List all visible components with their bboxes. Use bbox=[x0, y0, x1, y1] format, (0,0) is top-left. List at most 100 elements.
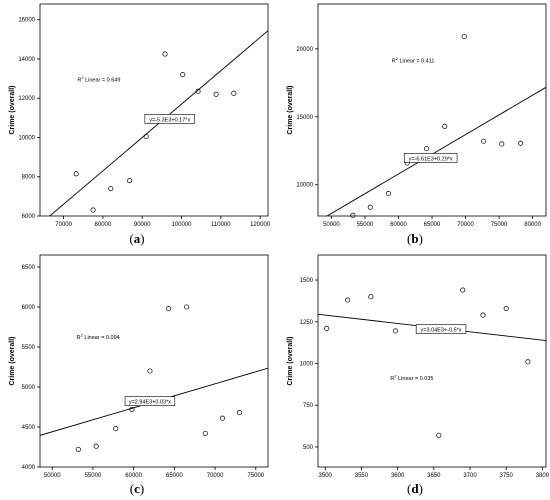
x-tick-label: 80000 bbox=[524, 222, 541, 228]
y-tick-label: 4000 bbox=[22, 465, 36, 471]
equation-text: y=-5.3E3+0.17*x bbox=[149, 117, 190, 123]
y-tick-label: 6000 bbox=[22, 214, 36, 220]
equation-text: y=2.94E3+0.03*x bbox=[129, 400, 171, 406]
r-squared-sup: 2 bbox=[394, 374, 397, 379]
plot-frame bbox=[317, 254, 547, 468]
r-squared-value: Linear = 0.035 bbox=[397, 376, 434, 382]
data-point bbox=[499, 141, 505, 147]
data-point bbox=[385, 191, 391, 197]
data-point bbox=[345, 297, 351, 303]
r-squared-value: Linear = 0.411 bbox=[398, 58, 434, 64]
plot-frame bbox=[317, 3, 547, 217]
r-squared-sup: 2 bbox=[81, 75, 84, 80]
panel-paren-close: ) bbox=[418, 481, 423, 496]
plot-frame bbox=[39, 3, 269, 217]
x-tick-label: 3800 bbox=[536, 473, 550, 479]
panel-paren-open: ( bbox=[129, 231, 134, 246]
data-point bbox=[180, 72, 186, 78]
x-tick-label: 110000 bbox=[211, 222, 231, 228]
data-point bbox=[147, 368, 153, 374]
data-point bbox=[481, 138, 487, 144]
y-tick-label: 12000 bbox=[18, 96, 35, 102]
r-squared-label: R2 Linear = 0.411 bbox=[392, 56, 435, 65]
scatter-chart-a: 6000 8000 10000 12000 14000 16000 70000 80000 90… bbox=[9, 3, 271, 228]
panel-paren-open: ( bbox=[407, 481, 412, 496]
data-point bbox=[219, 415, 225, 421]
r-squared-r: R bbox=[77, 78, 81, 84]
data-point bbox=[143, 133, 149, 140]
data-point bbox=[162, 51, 168, 57]
y-tick-label: 14000 bbox=[18, 57, 35, 63]
r-squared-value: Linear = 0.094 bbox=[83, 335, 120, 341]
data-point bbox=[75, 446, 81, 452]
y-axis-title: Crime (overall) bbox=[9, 336, 16, 385]
x-tick-label: 55000 bbox=[85, 473, 102, 479]
data-point bbox=[525, 359, 531, 365]
scatter-panel-b: 10000 15000 20000 50000 55000 60000 65000 70000… bbox=[282, 2, 548, 250]
data-point bbox=[368, 294, 374, 300]
panel-letter-bold: b bbox=[411, 231, 419, 246]
x-tick-label: 3650 bbox=[427, 473, 441, 479]
y-tick-label: 16000 bbox=[18, 18, 35, 24]
scatter-chart-c: 4000 4500 5000 5500 6000 6500 50000 55000 60000 6… bbox=[9, 254, 269, 479]
scatter-chart-b: 10000 15000 20000 50000 55000 60000 65000 70000… bbox=[287, 3, 547, 228]
scatter-panel-a: 6000 8000 10000 12000 14000 16000 70000 80000 90… bbox=[4, 2, 271, 250]
panel-paren-open: ( bbox=[407, 231, 412, 246]
equation-label: y=-6.61E3+0.29*x bbox=[403, 153, 458, 163]
r-squared-label: R2 Linear = 0.035 bbox=[390, 374, 433, 383]
data-point bbox=[90, 207, 96, 213]
x-tick-label: 80000 bbox=[95, 222, 112, 228]
data-point bbox=[436, 432, 442, 438]
y-axis-title: Crime (overall) bbox=[9, 85, 16, 134]
equation-label: y=-5.3E3+0.17*x bbox=[144, 114, 195, 124]
y-tick-label: 6000 bbox=[22, 305, 36, 311]
equation-label: y=2.94E3+0.03*x bbox=[124, 396, 176, 406]
x-tick-label: 60000 bbox=[390, 222, 407, 228]
data-point bbox=[460, 287, 466, 293]
panel-paren-close: ) bbox=[140, 231, 145, 246]
x-tick-label: 75000 bbox=[247, 473, 264, 479]
x-tick-label: 50000 bbox=[44, 473, 61, 479]
regression-line bbox=[49, 30, 268, 216]
x-tick-label: 60000 bbox=[125, 473, 142, 479]
r-squared-r: R bbox=[392, 58, 396, 64]
panel-paren-close: ) bbox=[418, 231, 423, 246]
panel-label-d: (d) bbox=[282, 481, 548, 497]
x-tick-label: 120000 bbox=[250, 222, 271, 228]
data-point bbox=[517, 140, 524, 146]
data-point bbox=[166, 306, 172, 312]
x-tick-label: 70000 bbox=[55, 222, 72, 228]
x-tick-label: 100000 bbox=[172, 222, 193, 228]
data-point bbox=[202, 430, 208, 436]
y-axis-title: Crime (overall) bbox=[287, 336, 294, 385]
data-point bbox=[324, 325, 330, 331]
scatter-panel-d: 500 750 1000 1250 1500 3500 3550 3600 3650 3700 37… bbox=[282, 253, 550, 500]
data-point bbox=[461, 34, 467, 40]
x-tick-label: 3750 bbox=[500, 473, 514, 479]
equation-box bbox=[403, 153, 458, 163]
y-tick-label: 10000 bbox=[18, 135, 35, 141]
r-squared-label: R2 Linear = 0.649 bbox=[77, 75, 120, 84]
y-tick-label: 1250 bbox=[300, 320, 314, 326]
panel-paren-open: ( bbox=[129, 481, 135, 496]
y-axis-title: Crime (overall) bbox=[287, 85, 294, 134]
panel-paren-close: ) bbox=[139, 481, 145, 496]
r-squared-label: R2 Linear = 0.094 bbox=[77, 333, 120, 342]
equation-box bbox=[144, 114, 195, 124]
data-point bbox=[392, 328, 398, 334]
data-point bbox=[350, 212, 356, 218]
plot-frame bbox=[39, 254, 269, 468]
x-tick-label: 3700 bbox=[463, 473, 477, 479]
data-point bbox=[184, 304, 190, 310]
r-squared-value: Linear = 0.649 bbox=[84, 78, 121, 84]
data-point bbox=[503, 305, 509, 311]
scatter-panel-c: 4000 4500 5000 5500 6000 6500 50000 55000 60000 6… bbox=[4, 253, 270, 500]
data-point bbox=[442, 123, 448, 129]
x-tick-label: 70000 bbox=[207, 473, 224, 479]
data-point bbox=[73, 171, 79, 177]
y-tick-label: 15000 bbox=[296, 115, 313, 121]
y-tick-label: 750 bbox=[303, 403, 314, 409]
data-point bbox=[236, 410, 243, 416]
data-point bbox=[93, 443, 99, 449]
y-tick-label: 5000 bbox=[22, 385, 36, 391]
